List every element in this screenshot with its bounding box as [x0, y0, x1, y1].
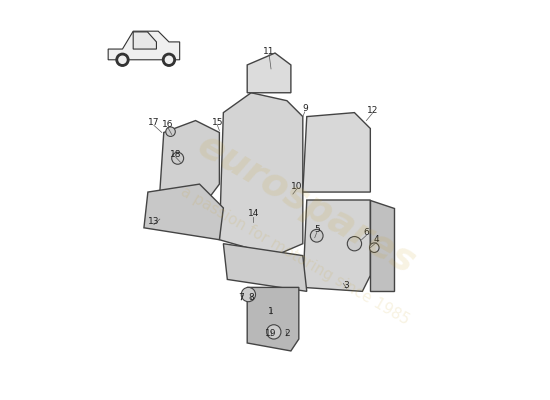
Polygon shape: [247, 53, 291, 93]
Circle shape: [267, 325, 281, 339]
Polygon shape: [303, 200, 370, 291]
Text: 6: 6: [364, 228, 369, 237]
Polygon shape: [370, 200, 394, 291]
Circle shape: [310, 229, 323, 242]
Text: 18: 18: [170, 150, 182, 159]
Text: 11: 11: [263, 46, 275, 56]
Circle shape: [241, 287, 256, 302]
Circle shape: [172, 152, 184, 164]
Text: eurospares: eurospares: [191, 126, 423, 282]
Text: 12: 12: [367, 106, 378, 115]
Text: 7: 7: [238, 293, 244, 302]
Circle shape: [347, 236, 361, 251]
Polygon shape: [303, 113, 370, 192]
Circle shape: [166, 56, 173, 63]
Circle shape: [116, 53, 129, 66]
Polygon shape: [133, 32, 156, 49]
Polygon shape: [108, 31, 180, 60]
Circle shape: [162, 53, 175, 66]
Text: 15: 15: [212, 118, 223, 127]
Text: 16: 16: [162, 120, 173, 129]
Circle shape: [166, 127, 175, 136]
Text: 9: 9: [302, 104, 307, 113]
Text: 8: 8: [248, 293, 254, 302]
Text: 1: 1: [268, 307, 274, 316]
Polygon shape: [223, 244, 307, 291]
Polygon shape: [247, 287, 299, 351]
Polygon shape: [144, 184, 223, 240]
Circle shape: [370, 243, 379, 252]
Text: 5: 5: [314, 225, 320, 234]
Text: 14: 14: [248, 210, 259, 218]
Text: 19: 19: [265, 328, 277, 338]
Text: 4: 4: [373, 235, 379, 244]
Text: 17: 17: [148, 118, 160, 127]
Text: 13: 13: [148, 217, 160, 226]
Text: 10: 10: [291, 182, 302, 190]
Text: 2: 2: [284, 328, 290, 338]
Text: a passion for motoring since 1985: a passion for motoring since 1985: [178, 184, 412, 328]
Text: 3: 3: [344, 281, 349, 290]
Circle shape: [119, 56, 126, 63]
Polygon shape: [160, 120, 219, 200]
Polygon shape: [219, 93, 303, 256]
